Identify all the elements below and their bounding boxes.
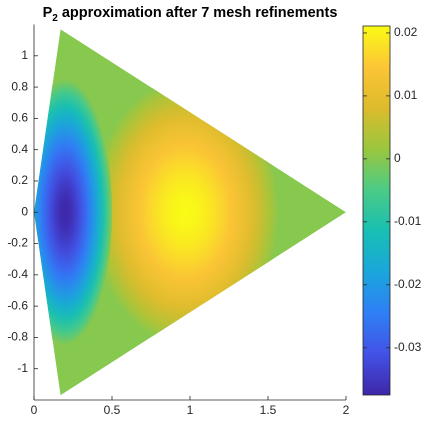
title-rest: approximation after 7 mesh refinements: [62, 5, 338, 21]
colorbar-tick-label: 0: [394, 151, 401, 165]
extremum: [91, 79, 279, 346]
y-tick-label: -1: [17, 361, 28, 375]
field: [34, 29, 346, 396]
title-subscript: 2: [52, 13, 58, 24]
y-tick-label: -0.4: [7, 267, 28, 281]
y-tick-label: 0.6: [11, 111, 28, 125]
x-tick-label: 0.5: [104, 403, 121, 417]
colorbar: [362, 25, 391, 396]
y-tick-label: 0.2: [11, 173, 28, 187]
x-tick-label: 2: [343, 403, 350, 417]
colorbar-tick-label: -0.02: [394, 277, 422, 291]
y-tick-label: -0.6: [7, 298, 28, 312]
x-tick-label: 1: [187, 403, 194, 417]
y-tick-label: 0.8: [11, 79, 28, 93]
chart-title: P2 approximation after 7 mesh refinements: [43, 5, 338, 24]
x-tick-label: 0: [31, 403, 38, 417]
x-tick-label: 1.5: [260, 403, 277, 417]
y-tick-label: 0: [21, 204, 28, 218]
y-tick-label: -0.8: [7, 330, 28, 344]
y-tick-label: -0.2: [7, 236, 28, 250]
y-tick-label: 0.4: [11, 142, 28, 156]
colorbar-tick-label: -0.01: [394, 214, 422, 228]
colorbar-tick-label: -0.03: [394, 340, 422, 354]
colorbar-tick-label: 0.01: [394, 88, 418, 102]
extremum: [34, 79, 112, 346]
title-base: P: [43, 5, 53, 21]
colorbar-tick-label: 0.02: [394, 25, 418, 39]
y-tick-label: 1: [21, 48, 28, 62]
